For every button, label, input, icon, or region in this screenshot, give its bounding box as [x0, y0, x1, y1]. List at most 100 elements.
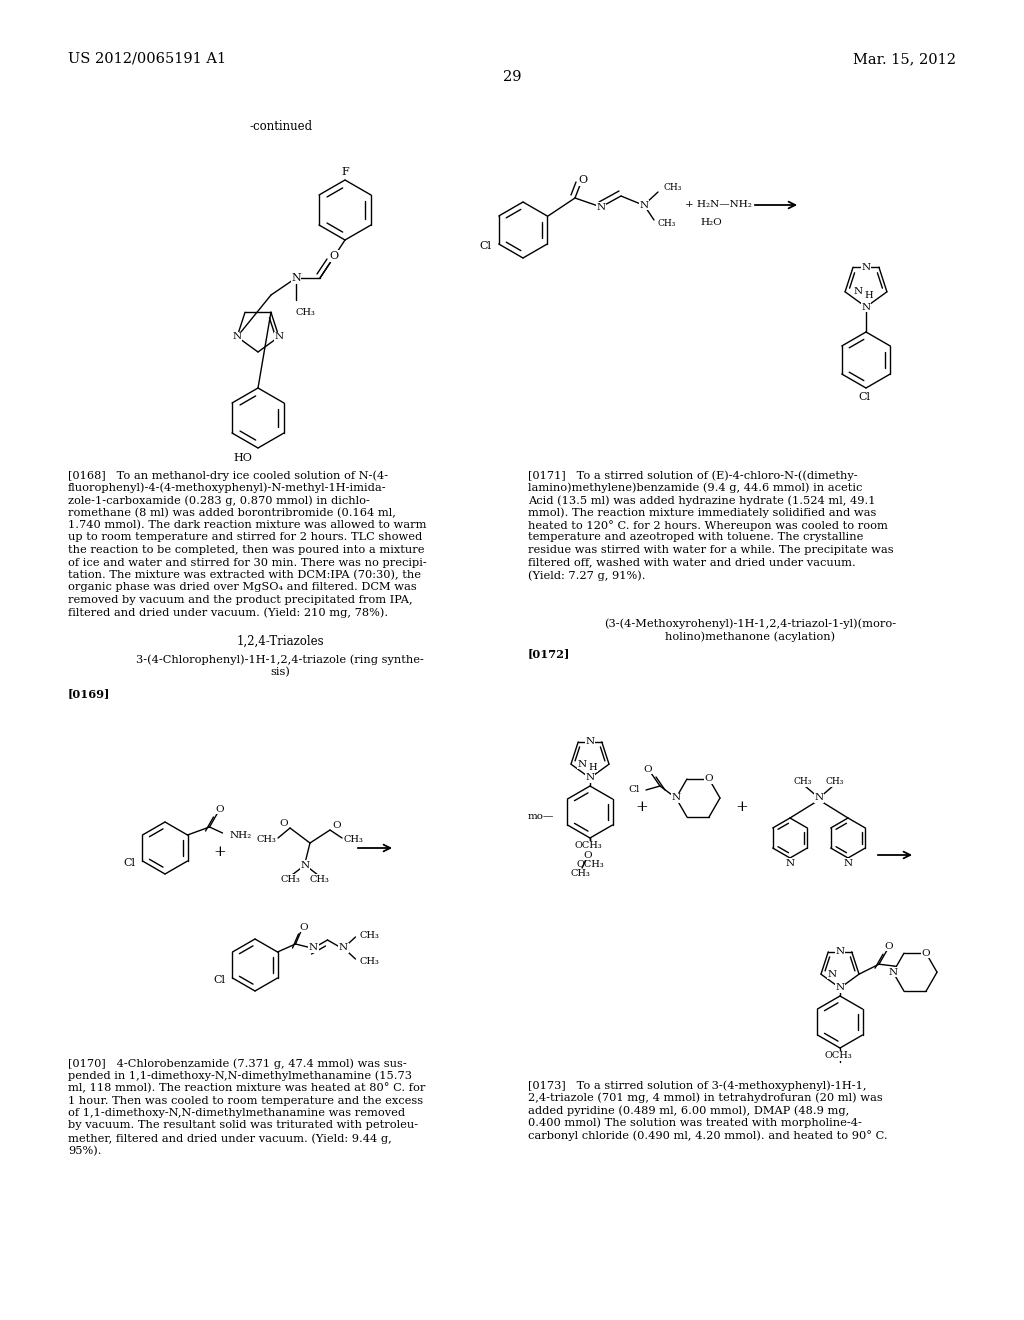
Text: N: N: [300, 861, 309, 870]
Text: 1.740 mmol). The dark reaction mixture was allowed to warm: 1.740 mmol). The dark reaction mixture w…: [68, 520, 427, 531]
Text: the reaction to be completed, then was poured into a mixture: the reaction to be completed, then was p…: [68, 545, 425, 554]
Text: temperature and azeotroped with toluene. The crystalline: temperature and azeotroped with toluene.…: [528, 532, 863, 543]
Text: Cl: Cl: [123, 858, 135, 869]
Text: Cl: Cl: [629, 785, 640, 795]
Text: CH₃: CH₃: [663, 183, 681, 193]
Text: N: N: [232, 333, 242, 342]
Text: 1,2,4-Triazoles: 1,2,4-Triazoles: [237, 635, 324, 648]
Text: CH₃: CH₃: [825, 777, 844, 787]
Text: +: +: [735, 800, 748, 814]
Text: Acid (13.5 ml) was added hydrazine hydrate (1.524 ml, 49.1: Acid (13.5 ml) was added hydrazine hydra…: [528, 495, 876, 506]
Text: filtered and dried under vacuum. (Yield: 210 mg, 78%).: filtered and dried under vacuum. (Yield:…: [68, 607, 388, 618]
Text: CH₃: CH₃: [256, 836, 276, 845]
Text: N: N: [586, 738, 595, 746]
Text: residue was stirred with water for a while. The precipitate was: residue was stirred with water for a whi…: [528, 545, 894, 554]
Text: N: N: [274, 333, 284, 342]
Text: fluorophenyl)-4-(4-methoxyphenyl)-N-methyl-1H-imida-: fluorophenyl)-4-(4-methoxyphenyl)-N-meth…: [68, 483, 387, 494]
Text: H₂O: H₂O: [700, 218, 722, 227]
Text: +: +: [635, 800, 648, 814]
Text: heated to 120° C. for 2 hours. Whereupon was cooled to room: heated to 120° C. for 2 hours. Whereupon…: [528, 520, 888, 531]
Text: N: N: [672, 793, 681, 803]
Text: O: O: [885, 941, 893, 950]
Text: [0173]   To a stirred solution of 3-(4-methoxyphenyl)-1H-1,: [0173] To a stirred solution of 3-(4-met…: [528, 1080, 866, 1090]
Text: (Yield: 7.27 g, 91%).: (Yield: 7.27 g, 91%).: [528, 570, 645, 581]
Text: [0171]   To a stirred solution of (E)-4-chloro-N-((dimethy-: [0171] To a stirred solution of (E)-4-ch…: [528, 470, 858, 480]
Text: NH₂: NH₂: [229, 830, 252, 840]
Text: Mar. 15, 2012: Mar. 15, 2012: [853, 51, 956, 66]
Text: organic phase was dried over MgSO₄ and filtered. DCM was: organic phase was dried over MgSO₄ and f…: [68, 582, 417, 593]
Text: [0169]: [0169]: [68, 688, 111, 700]
Text: OCH₃: OCH₃: [824, 1052, 852, 1060]
Text: mether, filtered and dried under vacuum. (Yield: 9.44 g,: mether, filtered and dried under vacuum.…: [68, 1133, 392, 1143]
Text: filtered off, washed with water and dried under vacuum.: filtered off, washed with water and drie…: [528, 557, 856, 568]
Text: CH₃: CH₃: [657, 219, 676, 228]
Text: removed by vacuum and the product precipitated from IPA,: removed by vacuum and the product precip…: [68, 595, 413, 605]
Text: N: N: [291, 273, 301, 282]
Text: Cl: Cl: [479, 242, 490, 251]
Text: [0170]   4-Chlorobenzamide (7.371 g, 47.4 mmol) was sus-: [0170] 4-Chlorobenzamide (7.371 g, 47.4 …: [68, 1059, 407, 1069]
Text: CH₃: CH₃: [794, 777, 812, 787]
Text: carbonyl chloride (0.490 ml, 4.20 mmol). and heated to 90° C.: carbonyl chloride (0.490 ml, 4.20 mmol).…: [528, 1130, 888, 1140]
Text: H: H: [864, 290, 873, 300]
Text: up to room temperature and stirred for 2 hours. TLC showed: up to room temperature and stirred for 2…: [68, 532, 422, 543]
Text: O: O: [644, 764, 652, 774]
Text: zole-1-carboxamide (0.283 g, 0.870 mmol) in dichlo-: zole-1-carboxamide (0.283 g, 0.870 mmol)…: [68, 495, 370, 506]
Text: N: N: [862, 263, 871, 272]
Text: CH₃: CH₃: [296, 308, 315, 317]
Text: N: N: [828, 970, 837, 978]
Text: sis): sis): [270, 667, 290, 677]
Text: lamino)methylene)benzamide (9.4 g, 44.6 mmol) in acetic: lamino)methylene)benzamide (9.4 g, 44.6 …: [528, 483, 862, 494]
Text: CH₃: CH₃: [570, 870, 590, 879]
Text: -continued: -continued: [250, 120, 313, 133]
Text: 1 hour. Then was cooled to room temperature and the excess: 1 hour. Then was cooled to room temperat…: [68, 1096, 423, 1106]
Text: romethane (8 ml) was added borontribromide (0.164 ml,: romethane (8 ml) was added borontribromi…: [68, 507, 396, 517]
Text: N: N: [853, 288, 862, 296]
Text: O: O: [299, 923, 308, 932]
Text: N: N: [639, 201, 648, 210]
Text: CH₃: CH₃: [280, 874, 300, 883]
Text: HO: HO: [233, 453, 252, 463]
Text: CH₃: CH₃: [359, 957, 379, 965]
Text: 3-(4-Chlorophenyl)-1H-1,2,4-triazole (ring synthe-: 3-(4-Chlorophenyl)-1H-1,2,4-triazole (ri…: [136, 653, 424, 664]
Text: O: O: [280, 818, 288, 828]
Text: CH₃: CH₃: [344, 836, 364, 845]
Text: F: F: [341, 168, 349, 177]
Text: N: N: [836, 948, 845, 956]
Text: O: O: [330, 251, 339, 261]
Text: OCH₃: OCH₃: [574, 842, 602, 850]
Text: O: O: [705, 775, 714, 784]
Text: N: N: [785, 858, 795, 867]
Text: 95%).: 95%).: [68, 1146, 101, 1156]
Text: N: N: [586, 774, 595, 783]
Text: added pyridine (0.489 ml, 6.00 mmol), DMAP (48.9 mg,: added pyridine (0.489 ml, 6.00 mmol), DM…: [528, 1105, 849, 1115]
Text: O: O: [579, 176, 588, 185]
Text: pended in 1,1-dimethoxy-N,N-dimethylmethanamine (15.73: pended in 1,1-dimethoxy-N,N-dimethylmeth…: [68, 1071, 412, 1081]
Text: H: H: [589, 763, 597, 771]
Text: [0172]: [0172]: [528, 648, 570, 659]
Text: +: +: [214, 845, 226, 859]
Text: O: O: [332, 821, 341, 829]
Text: of ice and water and stirred for 30 min. There was no precipi-: of ice and water and stirred for 30 min.…: [68, 557, 427, 568]
Text: 29: 29: [503, 70, 521, 84]
Text: N: N: [309, 944, 318, 953]
Text: N: N: [578, 760, 587, 768]
Text: 0.400 mmol) The solution was treated with morpholine-4-: 0.400 mmol) The solution was treated wit…: [528, 1118, 862, 1129]
Text: (3-(4-Methoxyrohenyl)-1H-1,2,4-triazol-1-yl)(moro-: (3-(4-Methoxyrohenyl)-1H-1,2,4-triazol-1…: [604, 618, 896, 628]
Text: ml, 118 mmol). The reaction mixture was heated at 80° C. for: ml, 118 mmol). The reaction mixture was …: [68, 1082, 425, 1094]
Text: mmol). The reaction mixture immediately solidified and was: mmol). The reaction mixture immediately …: [528, 507, 877, 517]
Text: + H₂N—NH₂: + H₂N—NH₂: [685, 201, 752, 209]
Text: CH₃: CH₃: [309, 874, 329, 883]
Text: O: O: [922, 949, 931, 957]
Text: [0168]   To an methanol-dry ice cooled solution of N-(4-: [0168] To an methanol-dry ice cooled sol…: [68, 470, 388, 480]
Text: N: N: [339, 944, 348, 953]
Text: N: N: [836, 983, 845, 993]
Text: N: N: [861, 302, 870, 312]
Text: OCH₃: OCH₃: [577, 861, 604, 869]
Text: holino)methanone (acylation): holino)methanone (acylation): [665, 631, 835, 642]
Text: Cl: Cl: [858, 392, 870, 403]
Text: of 1,1-dimethoxy-N,N-dimethylmethanamine was removed: of 1,1-dimethoxy-N,N-dimethylmethanamine…: [68, 1107, 406, 1118]
Text: by vacuum. The resultant solid was triturated with petroleu-: by vacuum. The resultant solid was tritu…: [68, 1121, 418, 1130]
Text: O: O: [584, 850, 592, 859]
Text: N: N: [596, 202, 605, 211]
Text: Cl: Cl: [213, 975, 225, 985]
